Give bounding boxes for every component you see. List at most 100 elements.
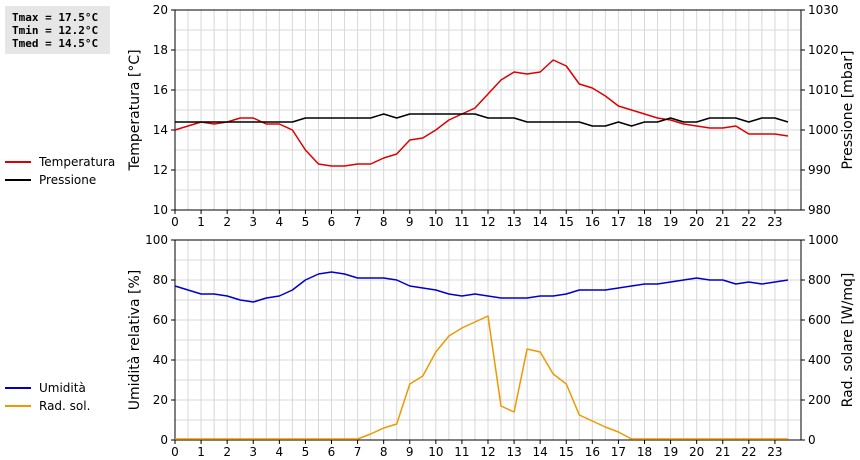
x-tick-label: 1 [197,215,205,229]
x-tick-label: 13 [506,215,521,229]
x-tick-label: 16 [585,215,600,229]
x-tick-label: 0 [171,215,179,229]
y-tick-label: 20 [153,393,168,407]
x-tick-label: 5 [302,215,310,229]
x-tick-label: 14 [533,215,548,229]
y-tick-label: 80 [153,273,168,287]
x-tick-label: 21 [715,215,730,229]
x-tick-label: 8 [380,445,388,459]
x-tick-label: 18 [637,215,652,229]
x-tick-label: 5 [302,445,310,459]
y-axis-label: Umidità relativa [%] [127,270,143,411]
y-axis-label: Temperatura [°C] [127,49,143,171]
x-tick-label: 15 [559,445,574,459]
x-tick-label: 6 [328,445,336,459]
legend-item-temperatura: Temperatura [5,153,115,171]
y-tick-label: 20 [153,3,168,17]
x-tick-label: 11 [454,445,469,459]
x-tick-label: 9 [406,215,414,229]
y2-tick-label: 1030 [808,3,839,17]
y2-tick-label: 1000 [808,233,839,247]
legend-label-umidita: Umidità [39,381,86,395]
x-tick-label: 17 [611,445,626,459]
series-line-pressione [175,113,789,127]
y2-tick-label: 200 [808,393,831,407]
y2-tick-label: 990 [808,163,831,177]
y-tick-label: 10 [153,203,168,217]
chart-1: 0 1 2 3 4 5 6 7 8 9 10 11 12 13 14 15 16 17 18 19 20 21 22 2310… [127,3,856,229]
legend-item-pressione: Pressione [5,171,115,189]
y-tick-label: 14 [153,123,168,137]
legend-swatch-umidita [5,387,31,389]
series-line-umidita [174,271,789,303]
legend-label-pressione: Pressione [39,173,97,187]
x-tick-label: 16 [585,445,600,459]
grid-1 [175,10,801,210]
x-tick-label: 18 [637,445,652,459]
x-tick-label: 7 [354,215,362,229]
temperature-stats-box: Tmax = 17.5°C Tmin = 12.2°C Tmed = 14.5°… [5,6,110,54]
x-tick-label: 23 [767,445,782,459]
legend-item-rad-sol: Rad. sol. [5,397,90,415]
y2-axis-label: Pressione [mbar] [840,50,856,169]
x-tick-label: 21 [715,445,730,459]
x-tick-label: 19 [663,445,678,459]
tmin-text: Tmin = 12.2°C [12,24,99,37]
series-line-rad-sol [175,315,788,440]
y-tick-label: 40 [153,353,168,367]
series-line-temperatura [174,59,789,167]
chart-2: 0 1 2 3 4 5 6 7 8 9 10 11 12 13 14 15 16 17 18 19 20 21 22 2302… [127,233,856,459]
x-tick-label: 1 [197,445,205,459]
legend-item-umidita: Umidità [5,379,90,397]
legend-label-rad-sol: Rad. sol. [39,399,91,413]
x-tick-label: 20 [689,445,704,459]
y-tick-label: 18 [153,43,168,57]
y2-tick-label: 800 [808,273,831,287]
legend-swatch-temperatura [5,161,31,163]
grid-2 [175,240,801,440]
y-tick-label: 100 [145,233,168,247]
y2-tick-label: 600 [808,313,831,327]
x-tick-label: 10 [428,215,443,229]
x-tick-label: 14 [533,445,548,459]
x-tick-label: 8 [380,215,388,229]
x-tick-label: 10 [428,445,443,459]
tmed-text: Tmed = 14.5°C [12,37,99,50]
y2-tick-label: 980 [808,203,831,217]
x-tick-label: 2 [223,445,231,459]
x-tick-label: 4 [276,445,284,459]
x-tick-label: 15 [559,215,574,229]
x-tick-label: 2 [223,215,231,229]
x-tick-label: 3 [249,215,257,229]
x-tick-label: 12 [480,215,495,229]
x-tick-label: 9 [406,445,414,459]
legend-swatch-pressione [5,179,31,181]
legend-swatch-rad-sol [5,405,31,407]
y-tick-label: 12 [153,163,168,177]
y-tick-label: 0 [160,433,168,447]
x-tick-label: 17 [611,215,626,229]
x-tick-label: 11 [454,215,469,229]
legend-top: Temperatura Pressione [5,153,115,189]
y2-tick-label: 1010 [808,83,839,97]
x-tick-label: 12 [480,445,495,459]
y2-axis-label: Rad. solare [W/mq] [840,273,856,408]
y2-tick-label: 400 [808,353,831,367]
y2-tick-label: 0 [808,433,816,447]
y-tick-label: 60 [153,313,168,327]
x-tick-label: 4 [276,215,284,229]
x-tick-label: 3 [249,445,257,459]
x-tick-label: 22 [741,445,756,459]
x-tick-label: 0 [171,445,179,459]
x-tick-label: 7 [354,445,362,459]
legend-bottom: Umidità Rad. sol. [5,379,90,415]
tmax-text: Tmax = 17.5°C [12,11,99,24]
x-tick-label: 19 [663,215,678,229]
y2-tick-label: 1020 [808,43,839,57]
x-tick-label: 23 [767,215,782,229]
x-tick-label: 20 [689,215,704,229]
x-tick-label: 22 [741,215,756,229]
x-tick-label: 6 [328,215,336,229]
